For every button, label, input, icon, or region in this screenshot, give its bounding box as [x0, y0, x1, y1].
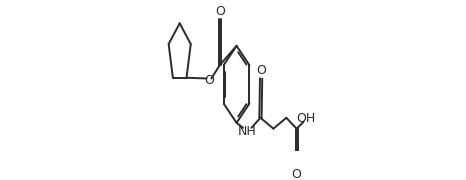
Text: O: O: [215, 5, 225, 18]
Text: OH: OH: [297, 112, 316, 125]
Text: NH: NH: [238, 125, 256, 138]
Text: O: O: [204, 74, 214, 87]
Text: O: O: [292, 168, 302, 180]
Text: O: O: [256, 64, 266, 77]
